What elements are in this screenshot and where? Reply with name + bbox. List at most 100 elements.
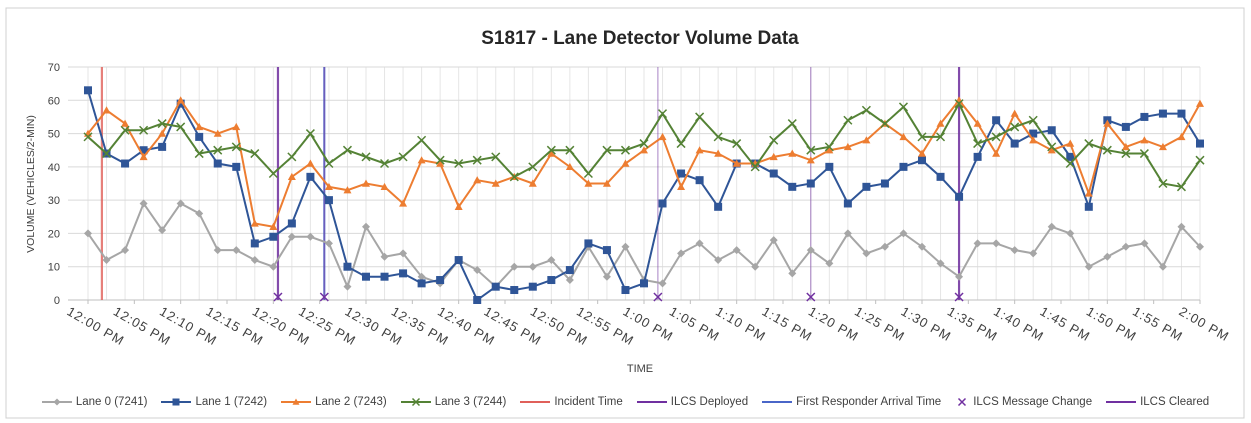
marker — [1084, 139, 1094, 149]
marker — [547, 149, 556, 157]
marker — [1139, 149, 1149, 159]
marker — [1196, 242, 1204, 251]
marker — [602, 272, 611, 281]
chart-title: S1817 - Lane Detector Volume Data — [481, 28, 799, 49]
marker — [343, 262, 352, 271]
marker — [362, 179, 370, 187]
marker — [120, 125, 130, 135]
marker — [843, 229, 852, 238]
marker — [695, 146, 704, 154]
marker — [232, 122, 241, 131]
marker — [695, 239, 704, 248]
y-tick-label: 60 — [48, 95, 60, 107]
y-tick-label: 40 — [48, 162, 60, 174]
marker — [1010, 122, 1020, 132]
marker — [306, 232, 315, 241]
marker — [714, 256, 723, 265]
marker — [788, 269, 797, 278]
marker — [342, 145, 352, 155]
marker — [324, 196, 333, 205]
marker — [1176, 182, 1187, 192]
legend-swatch — [762, 401, 793, 403]
marker — [417, 279, 426, 288]
legend-item: Lane 2 (7243) — [281, 396, 387, 408]
marker — [1196, 139, 1204, 148]
marker — [1195, 155, 1205, 165]
x-tick-label: 1:25 PM — [852, 304, 907, 345]
marker — [676, 139, 686, 149]
marker — [1140, 136, 1149, 144]
legend-swatch — [1106, 401, 1137, 403]
marker — [695, 112, 705, 122]
marker — [232, 162, 241, 171]
marker — [84, 86, 92, 95]
marker — [102, 149, 112, 159]
marker — [732, 246, 741, 255]
marker — [547, 276, 556, 285]
marker — [992, 239, 1001, 248]
marker — [973, 152, 982, 161]
marker — [658, 199, 667, 208]
marker — [806, 179, 815, 188]
marker — [157, 119, 167, 129]
marker — [83, 132, 93, 142]
marker — [1158, 262, 1167, 271]
marker — [1177, 109, 1186, 118]
marker — [1140, 112, 1149, 121]
marker — [250, 219, 259, 227]
marker — [319, 292, 329, 302]
marker — [324, 158, 334, 169]
marker — [825, 146, 834, 154]
marker — [602, 246, 611, 255]
marker — [955, 272, 964, 281]
marker — [343, 186, 352, 194]
marker — [565, 276, 574, 285]
marker — [292, 398, 300, 405]
marker — [121, 246, 130, 255]
legend-label: Lane 2 (7243) — [315, 396, 387, 408]
marker — [195, 132, 204, 141]
marker — [1029, 249, 1038, 258]
marker — [862, 136, 871, 144]
marker — [213, 129, 222, 137]
marker — [732, 159, 741, 167]
marker — [843, 142, 852, 151]
marker — [287, 219, 296, 228]
marker — [195, 122, 204, 131]
marker — [269, 262, 278, 271]
marker — [991, 132, 1001, 142]
marker — [362, 272, 370, 281]
marker — [232, 246, 241, 255]
marker — [139, 199, 148, 208]
marker — [1158, 142, 1167, 151]
marker — [509, 172, 519, 182]
marker — [250, 256, 259, 265]
marker — [918, 156, 926, 165]
marker — [640, 279, 648, 288]
marker — [899, 229, 908, 238]
marker — [1028, 115, 1038, 125]
marker — [380, 272, 389, 281]
marker — [436, 276, 445, 285]
marker — [158, 226, 167, 235]
marker — [1084, 202, 1093, 211]
legend-item: First Responder Arrival Time — [762, 396, 941, 408]
marker — [287, 152, 297, 162]
marker — [362, 222, 370, 231]
marker — [880, 179, 889, 188]
marker — [917, 132, 927, 142]
marker — [658, 109, 668, 119]
x-tick-label: 1:50 PM — [1084, 304, 1139, 345]
marker — [1121, 149, 1131, 159]
marker — [769, 152, 778, 161]
marker — [361, 152, 371, 162]
marker — [954, 99, 964, 109]
marker — [862, 249, 871, 258]
marker — [1102, 145, 1112, 155]
marker — [788, 182, 797, 191]
marker — [806, 246, 815, 255]
marker — [473, 266, 482, 275]
marker — [510, 286, 519, 295]
marker — [898, 102, 908, 112]
